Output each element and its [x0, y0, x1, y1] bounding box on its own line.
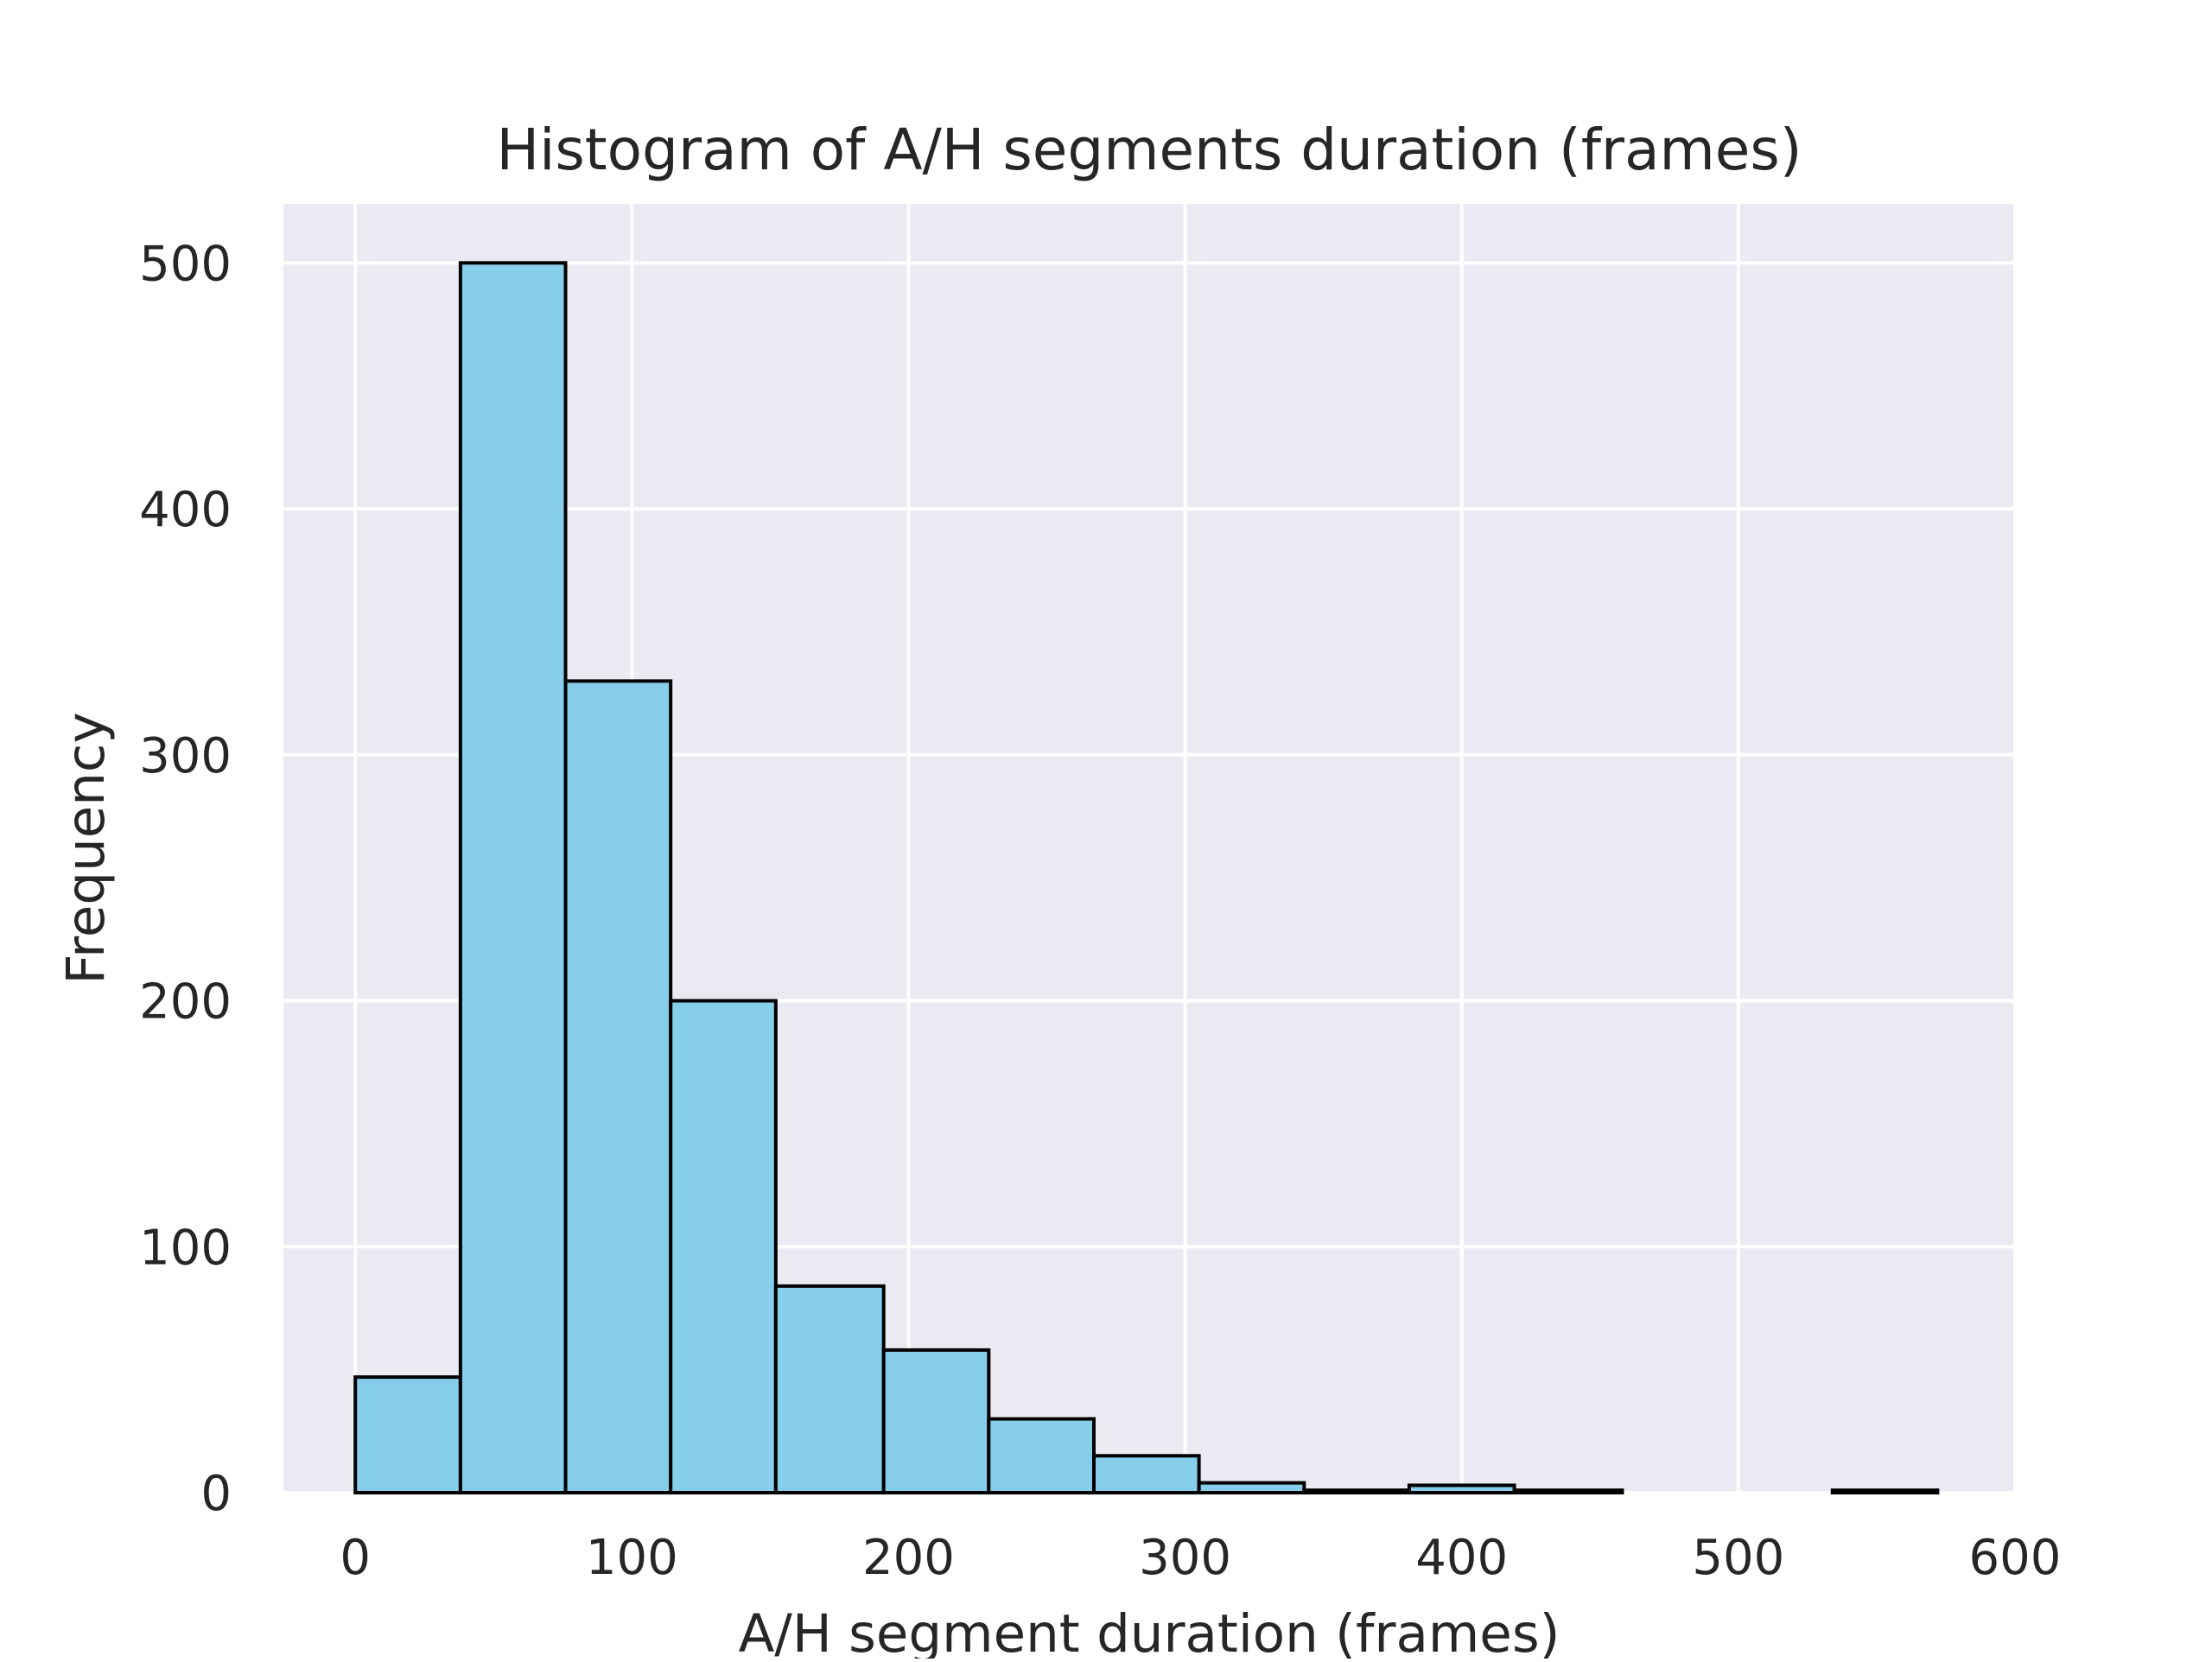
histogram-bar — [458, 261, 568, 1494]
histogram-bar — [987, 1417, 1096, 1495]
histogram-bar — [669, 999, 778, 1494]
y-tick-label: 200 — [139, 974, 232, 1031]
histogram-bar — [1302, 1488, 1411, 1495]
histogram-bar — [881, 1348, 991, 1495]
histogram-bar — [1512, 1488, 1624, 1495]
y-tick-label: 500 — [139, 236, 232, 292]
x-tick-label: 400 — [1415, 1530, 1508, 1586]
histogram-bar — [1197, 1481, 1306, 1495]
y-tick-label: 400 — [139, 482, 232, 538]
y-tick-label: 0 — [200, 1466, 232, 1522]
histogram-bar — [1407, 1483, 1516, 1494]
histogram-bar — [563, 679, 673, 1494]
x-tick-label: 500 — [1692, 1530, 1784, 1586]
chart-title: Histogram of A/H segments duration (fram… — [496, 117, 1802, 183]
histogram-bars — [353, 261, 1940, 1495]
histogram-bar — [1091, 1454, 1201, 1494]
y-tick-label: 100 — [139, 1220, 232, 1276]
y-axis-label: Frequency — [55, 712, 117, 984]
x-tick-label: 300 — [1139, 1530, 1231, 1586]
x-tick-label: 200 — [862, 1530, 955, 1586]
histogram-bar — [353, 1375, 462, 1494]
histogram-bar — [773, 1284, 886, 1495]
x-axis-label: A/H segment duration (frames) — [739, 1603, 1560, 1659]
x-tick-label: 100 — [586, 1530, 678, 1586]
x-tick-label: 600 — [1969, 1530, 2062, 1586]
y-tick-labels: 0 100 200 300 400 500 — [139, 236, 232, 1522]
y-tick-label: 300 — [139, 728, 232, 784]
x-tick-labels: 0 100 200 300 400 500 600 — [340, 1530, 2061, 1586]
histogram-bar — [1830, 1488, 1940, 1495]
x-tick-label: 0 — [340, 1530, 371, 1586]
